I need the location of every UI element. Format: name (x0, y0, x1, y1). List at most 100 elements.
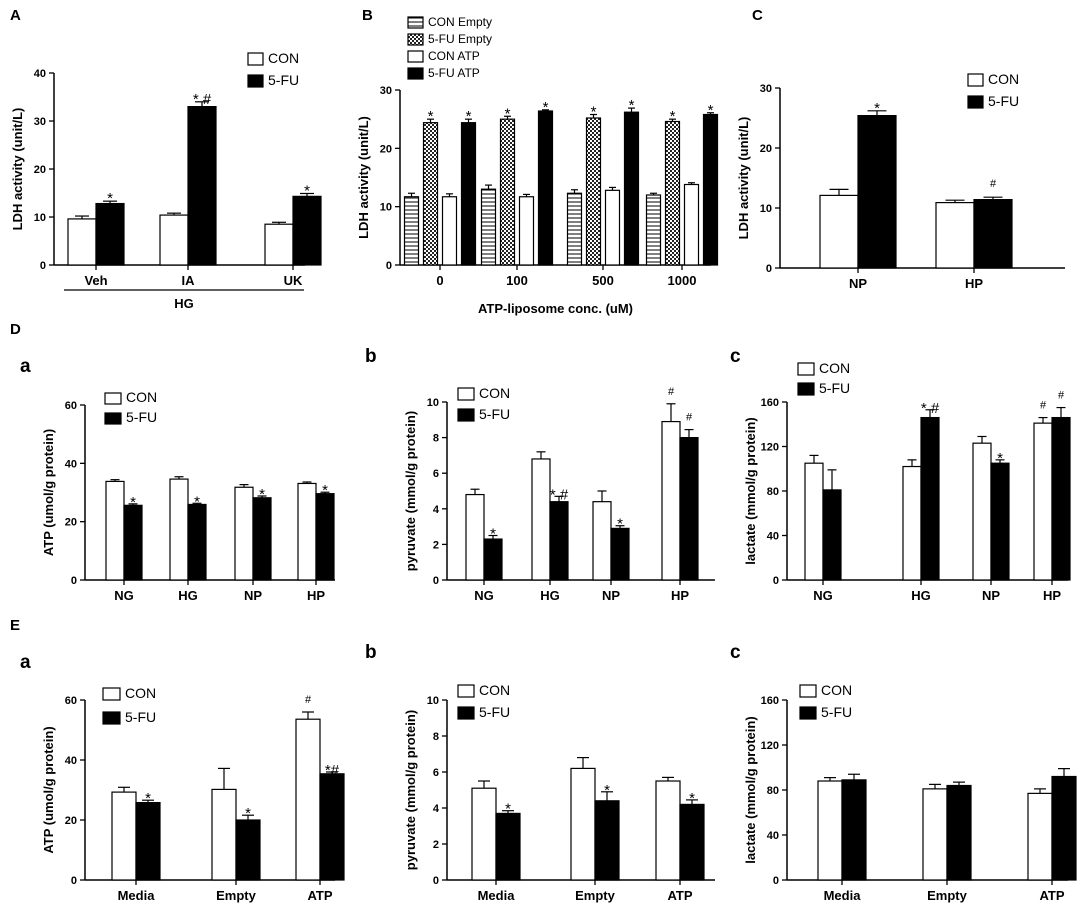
bar-con (902, 465, 922, 581)
significance-mark: * (490, 526, 496, 543)
y-axis-label: pyruvate (mmol/g protein) (403, 710, 418, 870)
bar-5-fu (187, 503, 207, 581)
x-category-label: Media (118, 888, 156, 903)
bar-con (1027, 792, 1053, 881)
legend-entry: 5-FU (821, 704, 852, 720)
legend-entry: 5-FU ATP (428, 66, 480, 80)
significance-mark: # (686, 412, 693, 424)
y-tick-label: 2 (433, 839, 439, 851)
legend-entry: 5-FU (479, 406, 510, 422)
bar-5-fu (235, 819, 261, 881)
y-tick-label: 2 (433, 539, 439, 551)
x-category-label: Empty (216, 888, 257, 903)
panel-letter-c: C (752, 7, 763, 24)
y-tick-label: 40 (767, 830, 779, 842)
y-tick-label: 0 (433, 875, 439, 887)
bar-con (661, 420, 681, 581)
bar-5-fu-empty (585, 117, 602, 266)
bar-con (817, 780, 843, 881)
y-tick-label: 0 (773, 875, 779, 887)
legend-entry: CON (988, 71, 1019, 87)
legend-swatch (797, 362, 815, 376)
y-tick-label: 80 (767, 486, 779, 498)
bar-con (570, 767, 596, 881)
significance-mark: *# (325, 762, 340, 779)
x-category-label: NG (813, 588, 833, 603)
bar-5-fu (252, 497, 272, 581)
y-tick-label: 20 (65, 815, 77, 827)
significance-mark: * (145, 790, 151, 807)
legend-entry: 5-FU (126, 409, 157, 425)
significance-mark: * (466, 108, 472, 125)
x-category-label: Media (478, 888, 516, 903)
y-tick-label: 20 (760, 143, 772, 155)
significance-mark: * # (921, 400, 940, 417)
x-category-label: 500 (592, 273, 614, 288)
panel-da: Da 0 20 40 60 ATP (umol/g protein) NG * HG * NP * HP… (10, 321, 335, 603)
bar-con (471, 787, 497, 881)
y-tick-label: 160 (761, 695, 779, 707)
bar-con (819, 194, 859, 269)
x-category-label: HG (178, 588, 198, 603)
significance-mark: # (990, 178, 997, 190)
x-category-label: HP (1043, 588, 1061, 603)
legend-entry: CON (479, 385, 510, 401)
x-category-label: ATP (1039, 888, 1064, 903)
significance-mark: * (997, 450, 1003, 467)
y-tick-label: 0 (433, 575, 439, 587)
bar-5-fu (610, 527, 630, 581)
bar-5-fu (95, 202, 125, 266)
panel-letter-e: E (10, 617, 20, 634)
panel-letter-d: D (10, 321, 21, 338)
y-tick-label: 30 (760, 83, 772, 95)
legend-swatch (457, 387, 475, 401)
x-category-label: 0 (436, 273, 443, 288)
panel-sub-letter: c (730, 642, 741, 663)
group-label: HG (174, 296, 194, 311)
x-category-label: 100 (506, 273, 528, 288)
legend-entry: CON (268, 50, 299, 66)
y-tick-label: 120 (761, 442, 779, 454)
y-tick-label: 0 (773, 575, 779, 587)
bar-con-empty (566, 192, 583, 266)
panel-letter-b: B (362, 7, 373, 24)
y-axis-label: LDH activity (unit/L) (10, 108, 25, 231)
panel-letter-a: A (10, 7, 21, 24)
y-tick-label: 10 (427, 695, 439, 707)
bar-con-empty (645, 194, 662, 266)
panel-sub-letter: a (20, 652, 31, 673)
legend-entry: 5-FU (819, 380, 850, 396)
y-tick-label: 40 (34, 68, 46, 80)
legend-swatch (104, 392, 122, 405)
y-tick-label: 40 (65, 458, 77, 470)
legend-swatch (799, 706, 817, 720)
significance-mark: * (617, 516, 623, 533)
bar-5-fu (822, 489, 842, 581)
x-category-label: UK (284, 273, 303, 288)
bar-con (111, 791, 137, 881)
significance-mark: # (1040, 400, 1047, 412)
legend: CON 5-FU (102, 685, 156, 725)
bar-con (1033, 422, 1053, 581)
panel-eb: b 0 2 4 6 8 10 pyruvate (mmol/g protein) Media * E… (365, 642, 715, 903)
significance-mark: * (194, 493, 200, 510)
y-tick-label: 4 (433, 504, 440, 516)
bar-5-fu (292, 195, 322, 266)
bar-5-fu-atp (623, 111, 640, 266)
legend-entry: CON (126, 389, 157, 405)
legend-swatch (247, 52, 264, 66)
significance-mark: * (689, 790, 695, 807)
y-tick-label: 0 (40, 260, 46, 272)
bar-5-fu (973, 199, 1013, 269)
bar-5-fu (679, 803, 705, 881)
bar-con (972, 442, 992, 581)
panel-sub-letter: b (365, 642, 377, 663)
bar-con (211, 788, 237, 881)
y-tick-label: 6 (433, 767, 439, 779)
legend-entry: 5-FU (479, 704, 510, 720)
significance-mark: * (259, 486, 265, 503)
legend-entry: 5-FU (268, 72, 299, 88)
x-category-label: HP (671, 588, 689, 603)
